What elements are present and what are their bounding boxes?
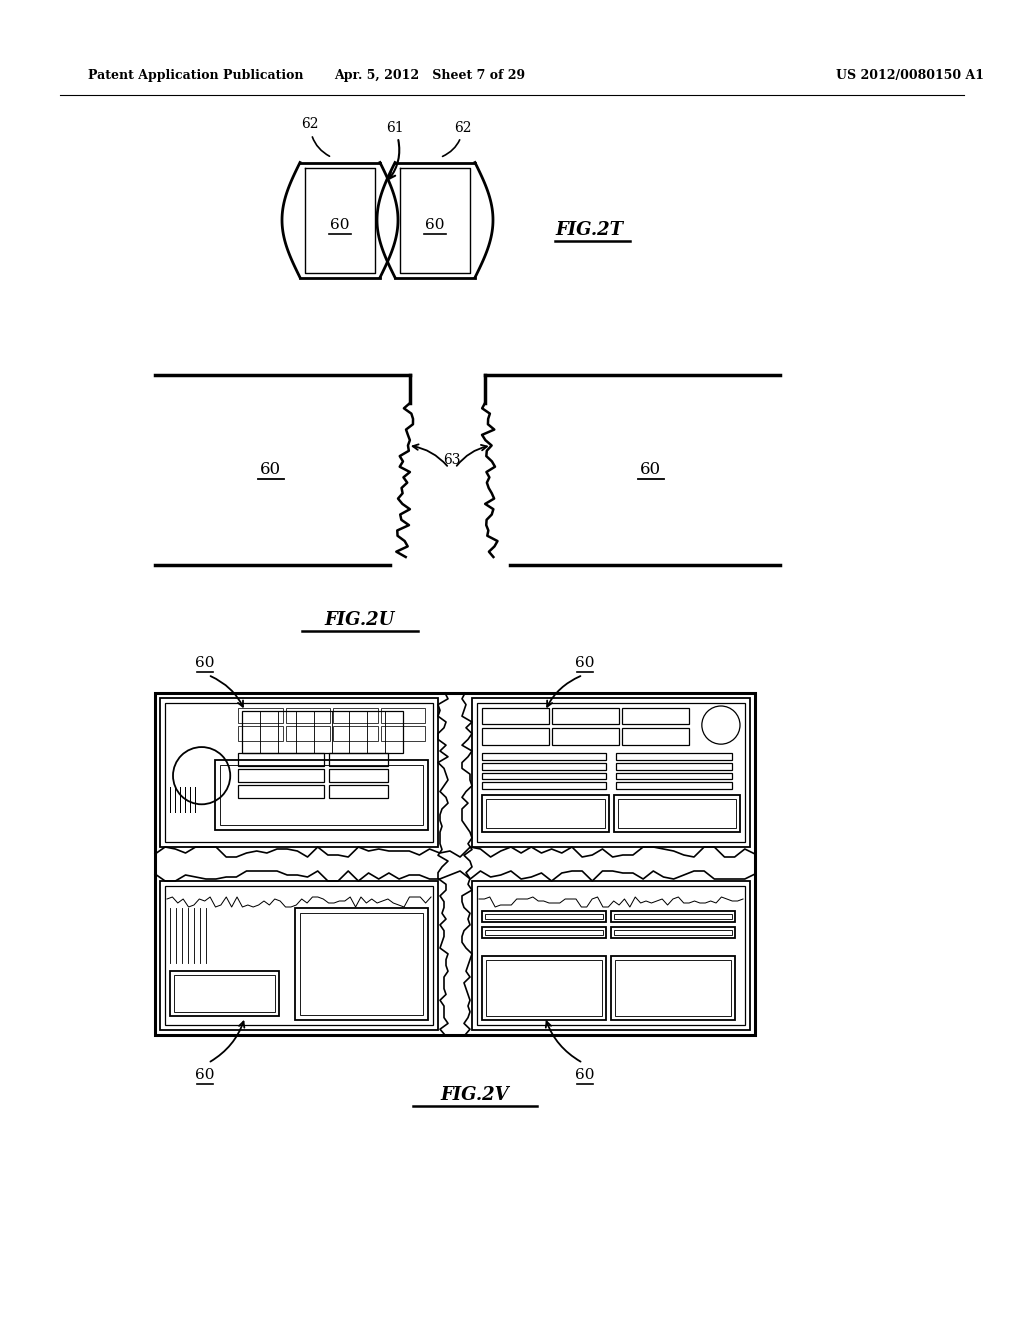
Bar [611,927,735,937]
Bar [170,972,280,1016]
Bar [615,960,731,1016]
Bar [155,693,755,1035]
Bar [239,708,283,723]
Text: US 2012/0080150 A1: US 2012/0080150 A1 [836,69,984,82]
Bar [333,708,378,723]
Text: 62: 62 [301,117,330,156]
Bar [616,772,732,779]
Bar [482,772,606,779]
Text: 60: 60 [425,218,444,232]
Bar [482,956,606,1020]
Text: 62: 62 [442,120,472,156]
Bar [617,799,736,828]
Text: 60: 60 [331,218,350,232]
Bar [239,785,324,797]
Bar [243,711,403,754]
Bar [482,729,549,744]
Bar [220,764,423,825]
Bar [165,704,433,842]
Bar [611,911,735,921]
Bar [614,929,732,935]
Bar [329,754,388,766]
Bar [482,754,606,760]
Bar [165,886,433,1026]
Bar [482,911,606,921]
Text: Patent Application Publication: Patent Application Publication [88,69,303,82]
Bar [477,886,745,1026]
Bar [552,729,618,744]
Text: 61: 61 [386,120,403,178]
Bar [616,754,732,760]
Bar [482,781,606,788]
Text: 60: 60 [575,656,595,671]
Bar [329,770,388,781]
Text: FIG.2U: FIG.2U [325,611,395,630]
Bar [286,726,330,741]
Text: 63: 63 [443,453,461,467]
Bar [160,880,438,1030]
Bar [485,913,603,919]
Bar [300,913,423,1015]
Text: Apr. 5, 2012   Sheet 7 of 29: Apr. 5, 2012 Sheet 7 of 29 [335,69,525,82]
Bar [333,726,378,741]
Bar [381,708,425,723]
Bar [215,760,428,830]
Text: FIG.2V: FIG.2V [440,1086,509,1104]
Bar [622,708,689,725]
Bar [614,913,732,919]
Bar [552,708,618,725]
Text: 60: 60 [575,1068,595,1082]
Text: 60: 60 [259,462,281,479]
Bar [482,708,549,725]
Bar [485,929,603,935]
Text: 60: 60 [639,462,660,479]
Bar [239,754,324,766]
Bar [381,726,425,741]
Bar [295,908,428,1020]
Bar [616,763,732,770]
Bar [616,781,732,788]
Bar [239,726,283,741]
Bar [472,880,750,1030]
Bar [622,729,689,744]
Bar [613,795,740,832]
Bar [486,960,602,1016]
Bar [611,956,735,1020]
Bar [477,704,745,842]
Bar [472,698,750,847]
Text: 60: 60 [196,656,215,671]
Bar [160,698,438,847]
Text: 60: 60 [196,1068,215,1082]
Text: FIG.2T: FIG.2T [555,220,623,239]
Bar [482,927,606,937]
Bar [329,785,388,797]
Bar [482,763,606,770]
Bar [239,770,324,781]
Bar [174,975,275,1012]
Bar [486,799,604,828]
Bar [286,708,330,723]
Bar [482,795,608,832]
